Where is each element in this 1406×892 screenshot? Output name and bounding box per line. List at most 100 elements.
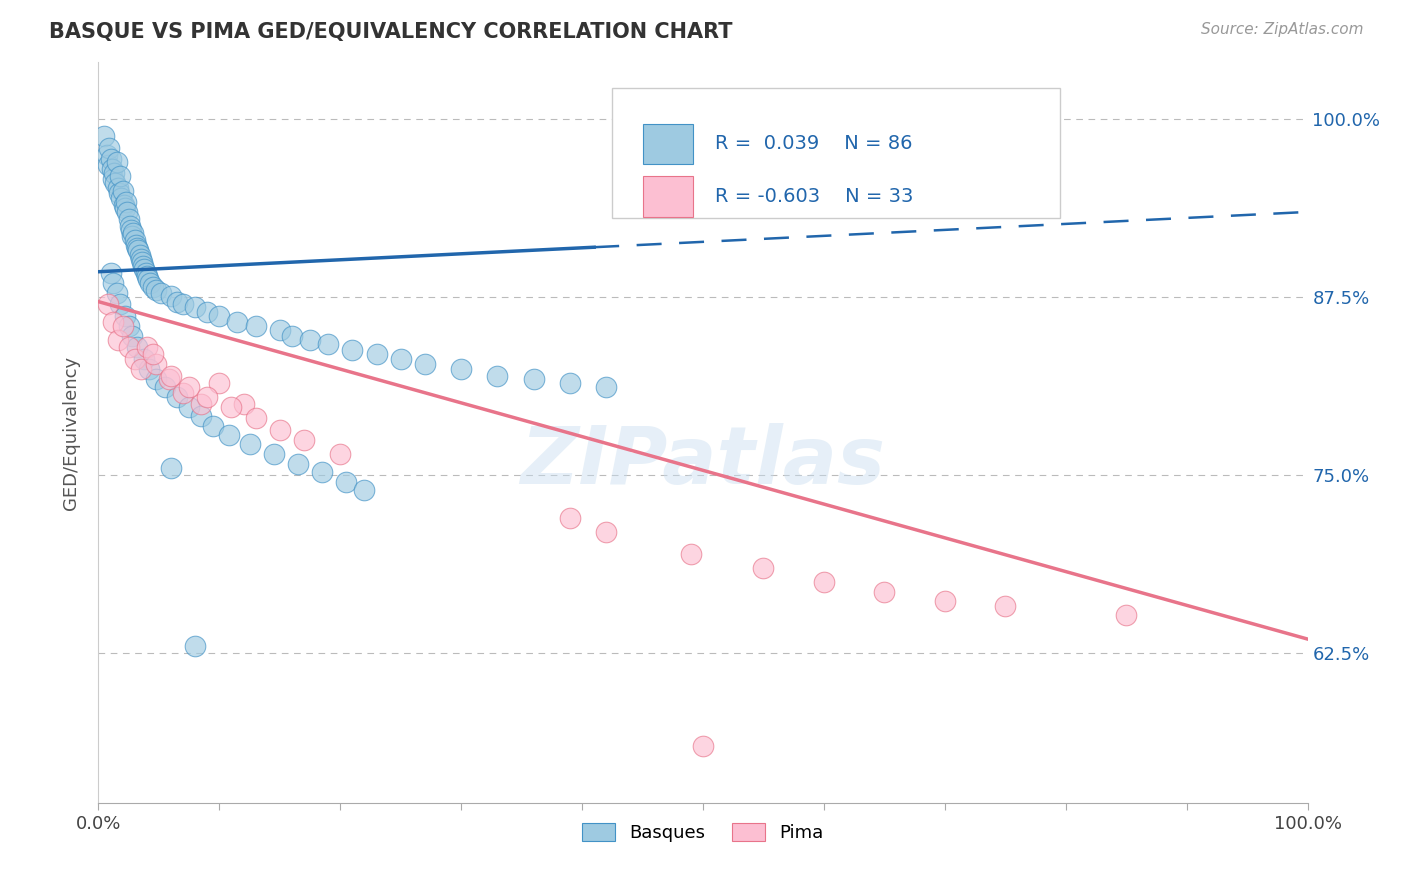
Point [873, 585, 896, 599]
Point [118, 219, 141, 234]
Text: BASQUE VS PIMA GED/EQUIVALENCY CORRELATION CHART: BASQUE VS PIMA GED/EQUIVALENCY CORRELATI… [49, 22, 733, 42]
Point [172, 385, 194, 400]
Point [239, 437, 262, 451]
Point [124, 234, 146, 248]
Point [450, 361, 472, 376]
Point [994, 599, 1017, 614]
Point [160, 289, 183, 303]
Point [166, 390, 188, 404]
Point [190, 397, 212, 411]
Point [208, 309, 231, 323]
Point [150, 286, 173, 301]
Point [692, 739, 714, 753]
Point [153, 380, 176, 394]
Point [112, 198, 135, 212]
Legend: Basques, Pima: Basques, Pima [575, 815, 831, 849]
Point [190, 409, 212, 423]
Point [813, 575, 835, 590]
Point [114, 309, 136, 323]
Point [118, 318, 141, 333]
Point [97, 158, 120, 172]
Point [221, 400, 243, 414]
Point [118, 212, 141, 227]
Point [124, 351, 146, 366]
Point [269, 423, 291, 437]
Point [366, 347, 388, 361]
Point [752, 561, 775, 575]
Point [108, 186, 131, 201]
Point [486, 368, 509, 383]
Point [111, 318, 134, 333]
Point [595, 525, 617, 540]
Point [299, 333, 322, 347]
Point [160, 461, 183, 475]
Point [160, 368, 183, 383]
Point [100, 266, 122, 280]
Point [98, 141, 121, 155]
Point [558, 376, 581, 390]
Point [311, 466, 333, 480]
Point [108, 169, 131, 184]
Text: Source: ZipAtlas.com: Source: ZipAtlas.com [1201, 22, 1364, 37]
Point [105, 286, 128, 301]
Point [129, 252, 152, 266]
Point [134, 351, 156, 366]
Point [127, 340, 149, 354]
Text: R =  0.039    N = 86: R = 0.039 N = 86 [716, 135, 912, 153]
Point [100, 153, 122, 167]
Point [120, 223, 142, 237]
Point [121, 328, 143, 343]
Point [353, 483, 375, 497]
Point [292, 433, 315, 447]
Point [172, 297, 194, 311]
Point [136, 272, 159, 286]
Point [105, 155, 128, 169]
Point [107, 333, 129, 347]
Point [245, 411, 267, 425]
Point [131, 254, 153, 268]
Point [101, 276, 124, 290]
Point [118, 340, 141, 354]
Point [226, 315, 249, 329]
Point [184, 639, 207, 653]
Point [145, 283, 167, 297]
Point [316, 337, 339, 351]
Point [1115, 607, 1137, 622]
Point [595, 380, 617, 394]
Point [96, 148, 118, 162]
Point [107, 180, 129, 194]
Point [179, 400, 201, 414]
Point [218, 428, 240, 442]
FancyBboxPatch shape [613, 88, 1060, 218]
Y-axis label: GED/Equivalency: GED/Equivalency [62, 356, 80, 509]
Point [389, 351, 412, 366]
Point [166, 294, 188, 309]
Point [93, 129, 115, 144]
Point [101, 315, 124, 329]
Point [101, 172, 124, 186]
Point [129, 361, 152, 376]
Point [679, 547, 702, 561]
Point [281, 328, 304, 343]
Point [132, 259, 155, 273]
Point [245, 318, 267, 333]
Text: R = -0.603    N = 33: R = -0.603 N = 33 [716, 187, 914, 206]
FancyBboxPatch shape [643, 124, 693, 164]
Point [103, 166, 125, 180]
Point [115, 194, 138, 209]
Point [100, 162, 122, 177]
Point [287, 457, 309, 471]
Point [208, 376, 231, 390]
Point [138, 361, 160, 376]
Point [145, 357, 167, 371]
Point [558, 511, 581, 525]
Point [335, 475, 357, 490]
Point [269, 323, 291, 337]
Point [145, 371, 167, 385]
Point [134, 261, 156, 276]
Point [413, 357, 436, 371]
Point [934, 593, 956, 607]
Point [342, 343, 364, 357]
Point [127, 241, 149, 255]
Point [232, 397, 254, 411]
